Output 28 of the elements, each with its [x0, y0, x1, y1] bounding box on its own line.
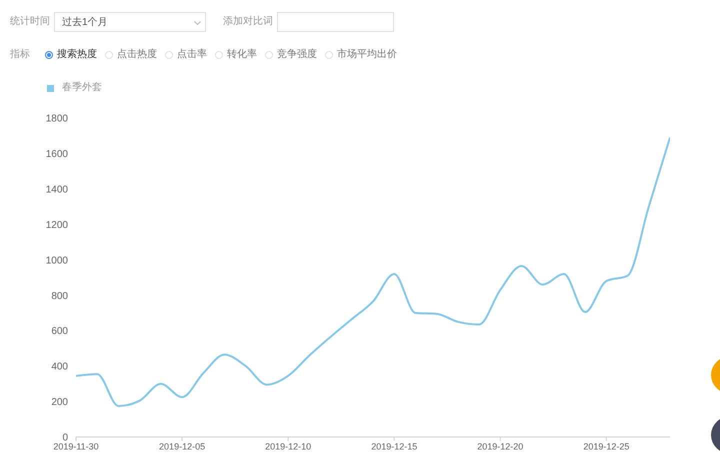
text: 统计时间	[10, 16, 50, 28]
text: 指标	[10, 49, 30, 61]
y-tick-label: 1000	[46, 255, 68, 266]
text: 市场平均出价	[337, 49, 397, 61]
y-tick-label: 1400	[46, 184, 68, 196]
line-series	[76, 136, 670, 407]
y-tick-label: 1200	[46, 220, 68, 231]
x-tick-label: 2019-12-20	[477, 441, 524, 452]
x-tick-label: 2019-12-15	[371, 441, 418, 452]
text: 转化率	[227, 49, 257, 61]
text: 添加对比词	[223, 16, 273, 28]
y-tick-label: 1600	[46, 148, 68, 160]
text: 点击热度	[117, 49, 157, 61]
text: 点击率	[177, 49, 207, 61]
legend-label: 春季外套	[62, 82, 102, 94]
y-tick-label: 600	[51, 326, 68, 338]
x-tick-label: 2019-12-25	[583, 441, 630, 452]
text: 搜索热度	[57, 49, 97, 61]
y-tick-label: 0	[62, 432, 68, 444]
x-tick-label: 2019-12-10	[265, 441, 312, 452]
y-tick-label: 200	[51, 397, 68, 408]
dropdown-field: 过去1个月	[54, 12, 206, 32]
x-tick-label: 2019-12-05	[159, 441, 206, 452]
y-tick-label: 800	[51, 290, 68, 302]
text: 竞争强度	[277, 49, 317, 61]
y-tick-label: 400	[51, 362, 68, 373]
x-tick-label: 2019-11-30	[53, 441, 99, 452]
y-tick-label: 1800	[46, 114, 68, 125]
